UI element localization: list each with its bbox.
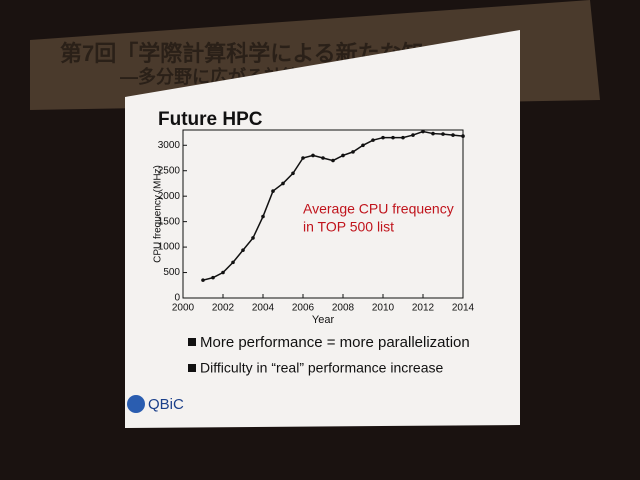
- y-tick-label: 500: [163, 267, 180, 278]
- point: [281, 181, 285, 186]
- point: [371, 138, 375, 142]
- point: [261, 214, 265, 219]
- bullet-icon: [188, 338, 196, 346]
- y-axis-label: CPU frequency (MHz): [153, 165, 164, 263]
- bullet: Difficulty in “real” performance increas…: [200, 360, 443, 376]
- point: [351, 150, 355, 154]
- point: [211, 275, 215, 280]
- bullet: More performance = more parallelization: [200, 334, 470, 351]
- y-tick-label: 2500: [158, 165, 181, 176]
- x-axis-label: Year: [312, 314, 335, 326]
- logo-icon: [127, 395, 145, 413]
- x-tick-label: 2000: [172, 303, 195, 314]
- point: [391, 135, 395, 140]
- point: [411, 133, 415, 137]
- plot-frame: [182, 129, 464, 299]
- point: [451, 133, 455, 137]
- x-tick-label: 2014: [452, 303, 475, 314]
- point: [311, 153, 315, 158]
- point: [221, 270, 225, 275]
- point: [301, 156, 305, 160]
- point: [461, 134, 465, 138]
- point: [321, 156, 325, 160]
- point: [361, 143, 365, 148]
- y-tick-label: 0: [174, 293, 180, 304]
- chart: 2000 2002 2004 2006 2008 2010 2012 2014 0 500 1000…: [153, 129, 475, 326]
- point: [331, 158, 335, 163]
- annotation: in TOP 500 list: [303, 219, 394, 235]
- x-tick-label: 2010: [372, 303, 395, 314]
- point: [271, 189, 275, 193]
- y-tick-label: 2000: [158, 191, 181, 202]
- x-tick-label: 2002: [212, 303, 235, 314]
- point: [431, 131, 435, 136]
- x-tick-label: 2004: [252, 303, 275, 314]
- x-tick-label: 2008: [332, 303, 355, 314]
- point: [291, 171, 295, 176]
- y-tick-label: 1500: [158, 216, 181, 227]
- point: [381, 135, 385, 140]
- slide-title: Future HPC: [158, 109, 263, 130]
- point: [201, 278, 205, 282]
- point: [421, 129, 425, 134]
- point: [241, 248, 245, 252]
- x-tick-label: 2006: [292, 303, 315, 314]
- point: [341, 153, 345, 158]
- x-tick-label: 2012: [412, 303, 435, 314]
- annotation: Average CPU frequency: [303, 201, 454, 217]
- point: [251, 236, 255, 240]
- point: [441, 132, 445, 136]
- y-tick-label: 3000: [158, 140, 181, 151]
- point: [401, 135, 405, 140]
- y-tick-label: 1000: [158, 242, 181, 253]
- logo: QBiC: [148, 396, 184, 413]
- bullet-icon: [188, 364, 196, 372]
- point: [231, 260, 235, 265]
